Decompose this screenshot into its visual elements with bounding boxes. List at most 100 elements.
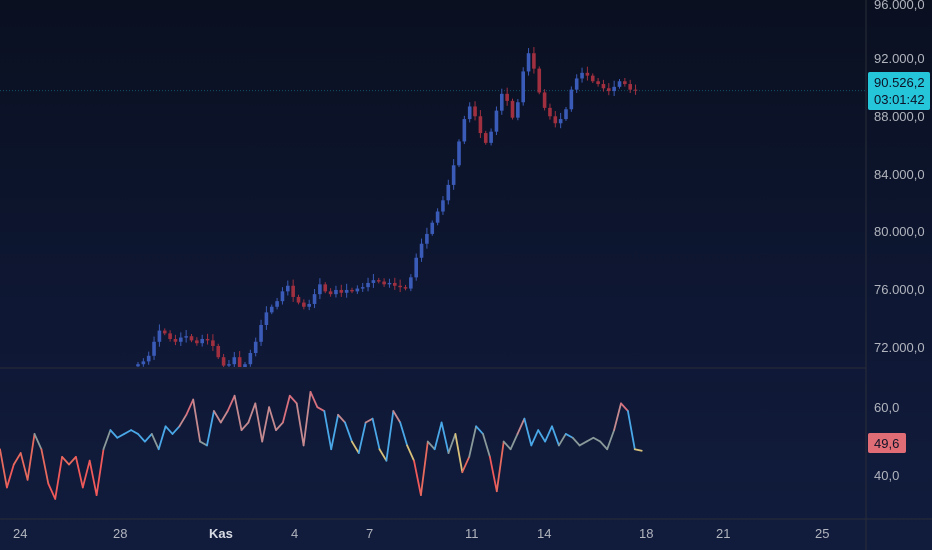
- candle: [537, 66, 542, 95]
- rsi-segment: [137, 433, 146, 443]
- candle: [200, 334, 204, 347]
- rsi-tick: 60,0: [874, 400, 899, 415]
- candle: [558, 112, 563, 129]
- rsi-segment: [6, 463, 15, 489]
- time-axis[interactable]: 24 28 Kas 4 7 11 14 18 21 25: [13, 526, 829, 541]
- candle: [553, 111, 558, 128]
- candle: [152, 336, 156, 360]
- candle: [430, 220, 435, 236]
- rsi-segment: [475, 425, 484, 435]
- rsi-segment: [185, 398, 195, 416]
- rsi-segment: [633, 448, 643, 452]
- candle: [521, 67, 525, 106]
- candle: [141, 358, 146, 367]
- candle: [275, 297, 279, 310]
- candle: [253, 337, 258, 357]
- rsi-segment: [606, 429, 615, 451]
- rsi-segment: [378, 448, 388, 462]
- candle: [451, 159, 456, 190]
- rsi-segment: [564, 433, 574, 439]
- rsi-segment: [392, 410, 402, 424]
- price-axis[interactable]: 96.000,0 92.000,0 88.000,0 84.000,0 80.0…: [874, 0, 925, 355]
- candle: [227, 359, 231, 367]
- candle: [259, 319, 263, 346]
- rsi-segment: [482, 433, 491, 458]
- rsi-segment: [212, 410, 222, 424]
- rsi-segment: [268, 406, 277, 432]
- candle: [339, 284, 344, 297]
- rsi-segment: [12, 452, 22, 466]
- rsi-segment: [240, 421, 250, 432]
- candle: [216, 343, 221, 359]
- price-tick: 88.000,0: [874, 109, 925, 124]
- rsi-value-badge-bg: [868, 433, 906, 453]
- date-label: 11: [465, 526, 479, 541]
- candle: [628, 79, 632, 94]
- candle: [264, 306, 269, 330]
- candle: [280, 287, 285, 305]
- date-label: 25: [815, 526, 829, 541]
- rsi-segment: [413, 459, 422, 496]
- candle: [136, 361, 140, 367]
- candle: [414, 253, 418, 281]
- rsi-segment: [247, 402, 257, 424]
- candle: [580, 67, 584, 83]
- rsi-segment: [261, 406, 271, 443]
- candle: [510, 98, 515, 120]
- rsi-segment: [316, 406, 326, 412]
- rsi-segment: [426, 440, 436, 451]
- candle: [173, 334, 178, 346]
- rsi-segment: [516, 417, 526, 435]
- rsi-segment: [592, 436, 602, 443]
- candle: [446, 179, 451, 205]
- rsi-segment: [254, 402, 264, 443]
- rsi-segment: [26, 433, 36, 481]
- price-tick: 92.000,0: [874, 51, 925, 66]
- rsi-segment: [275, 421, 284, 432]
- rsi-segment: [406, 444, 415, 462]
- rsi-segment: [344, 421, 353, 443]
- rsi-segment: [206, 410, 215, 447]
- rsi-value-badge[interactable]: 49,6: [868, 433, 906, 453]
- candle: [296, 294, 301, 305]
- candle: [483, 130, 488, 145]
- rsi-segment: [599, 440, 609, 451]
- rsi-segment: [454, 433, 464, 474]
- candle: [286, 280, 290, 296]
- candle: [344, 283, 349, 298]
- rsi-segment: [295, 402, 305, 447]
- candle: [179, 332, 183, 346]
- candle: [334, 285, 338, 298]
- candle: [505, 87, 509, 106]
- candle: [596, 78, 600, 87]
- last-price-badge[interactable]: 90.526,2 03:01:42: [868, 72, 930, 110]
- rsi-axis[interactable]: 60,0 40,0: [874, 400, 899, 483]
- rsi-segment: [0, 448, 8, 489]
- rsi-segment: [357, 421, 367, 454]
- rsi-segment: [81, 459, 91, 489]
- rsi-segment: [102, 429, 112, 451]
- rsi-segment: [551, 425, 560, 447]
- candle: [398, 279, 402, 293]
- candle: [478, 110, 483, 139]
- price-tick: 80.000,0: [874, 224, 925, 239]
- candle: [355, 285, 360, 294]
- candle: [574, 74, 579, 94]
- candle: [623, 78, 627, 87]
- rsi-segment: [75, 455, 84, 489]
- rsi-segment: [371, 417, 381, 451]
- rsi-segment: [157, 425, 167, 451]
- rsi-last-value: 49,6: [874, 436, 899, 451]
- candle: [494, 106, 499, 136]
- candle: [350, 287, 354, 294]
- candle: [248, 349, 253, 367]
- candle: [221, 353, 226, 367]
- rsi-segment: [399, 421, 409, 447]
- candle: [323, 282, 328, 294]
- rsi-segment: [130, 429, 139, 435]
- date-label: 24: [13, 526, 27, 541]
- rsi-segment: [323, 410, 333, 451]
- candle: [243, 361, 247, 367]
